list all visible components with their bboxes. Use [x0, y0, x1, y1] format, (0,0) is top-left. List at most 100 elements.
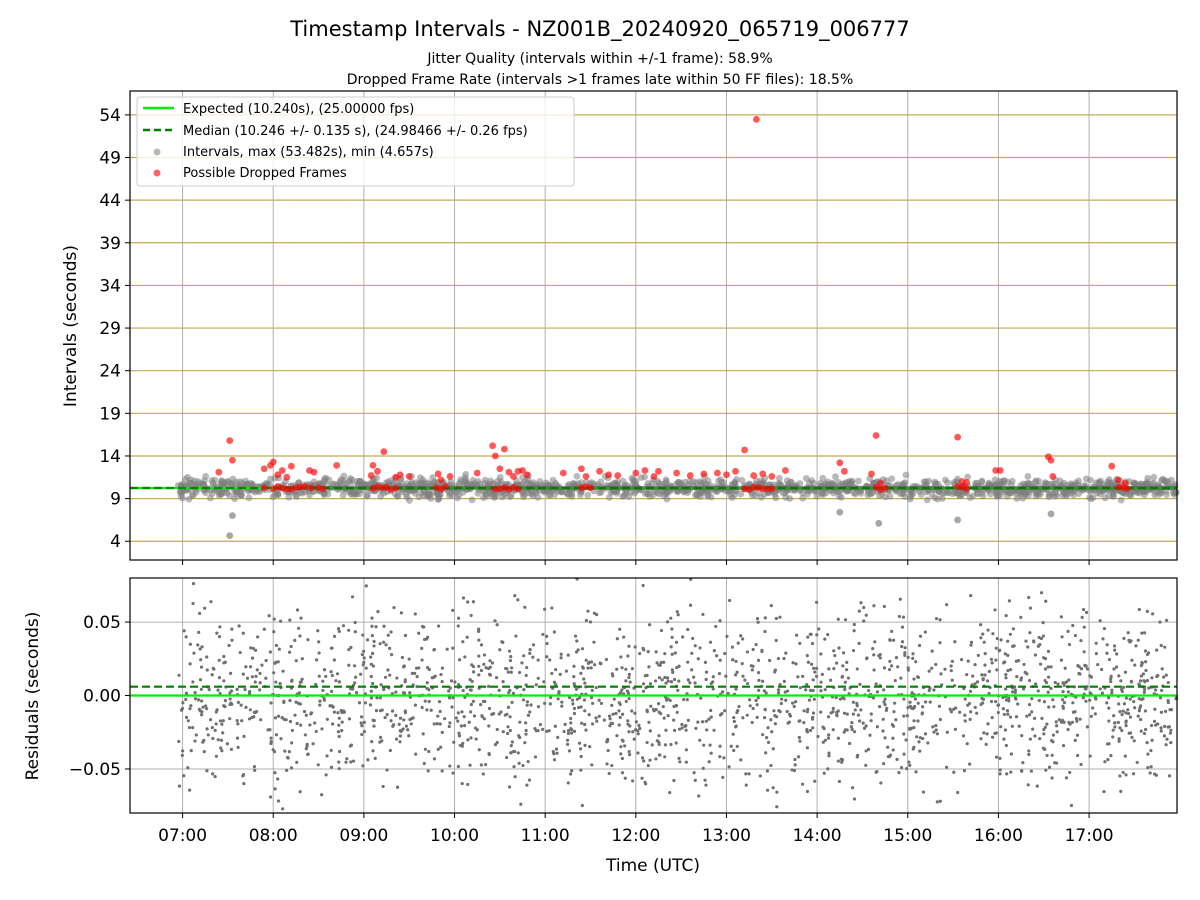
interval-point	[619, 477, 627, 485]
residual-point	[711, 675, 715, 679]
residual-point	[852, 622, 856, 627]
residual-point	[971, 674, 975, 678]
residual-point	[252, 764, 257, 769]
residual-point	[1047, 705, 1051, 709]
residual-point	[851, 648, 856, 653]
interval-point	[206, 494, 214, 502]
residual-point	[583, 709, 587, 713]
residual-point	[703, 660, 708, 664]
residual-point	[831, 728, 835, 732]
residual-point	[1105, 742, 1110, 746]
residual-point	[1130, 735, 1134, 739]
top-plot-frame	[129, 90, 1178, 561]
residual-point	[386, 668, 390, 672]
residual-point	[507, 785, 512, 789]
residual-point	[340, 720, 344, 724]
residual-point	[1079, 667, 1084, 671]
interval-point	[1105, 476, 1113, 483]
residual-point	[1005, 772, 1009, 776]
residual-point	[1045, 753, 1049, 758]
residual-point	[432, 722, 436, 726]
residual-point	[693, 644, 697, 648]
residual-point	[242, 781, 246, 786]
residual-point	[1024, 639, 1028, 643]
residual-point	[801, 674, 805, 678]
residual-point	[179, 708, 184, 712]
residual-point	[1130, 658, 1134, 662]
residual-point	[577, 741, 582, 745]
residual-point	[1079, 639, 1083, 643]
residual-point	[541, 727, 545, 731]
residual-point	[882, 666, 887, 670]
dropped-frame-point	[510, 473, 517, 480]
residual-point	[451, 696, 455, 700]
residual-point	[628, 724, 632, 728]
interval-point	[934, 495, 942, 503]
residual-point	[353, 630, 357, 634]
residual-point	[607, 714, 612, 718]
interval-point	[446, 489, 454, 497]
residual-point	[1107, 706, 1111, 710]
residual-point	[299, 723, 303, 727]
residual-point	[427, 749, 431, 754]
residual-point	[627, 730, 631, 734]
residual-point	[784, 698, 788, 702]
residual-point	[462, 715, 466, 719]
residual-point	[842, 697, 846, 701]
residual-point	[458, 658, 462, 662]
y-tick-label: 24	[99, 362, 121, 382]
residual-point	[588, 620, 593, 624]
residual-point	[264, 676, 268, 680]
residual-point	[572, 729, 577, 733]
residual-point	[659, 660, 663, 665]
residual-point	[1016, 702, 1020, 706]
residual-point	[505, 755, 509, 760]
residual-point	[250, 715, 254, 720]
residual-point	[281, 807, 285, 811]
residual-point	[1004, 743, 1008, 748]
residual-point	[908, 700, 912, 704]
residual-point	[572, 706, 577, 711]
residual-point	[269, 701, 273, 705]
residual-point	[1117, 737, 1121, 741]
residual-point	[438, 722, 442, 726]
residual-point	[906, 655, 910, 659]
residual-point	[991, 735, 995, 739]
residual-point	[708, 743, 712, 747]
residual-point	[802, 709, 806, 713]
dropped-frame-point	[714, 469, 721, 477]
residual-point	[543, 607, 547, 611]
residual-point	[258, 681, 262, 685]
residual-point	[273, 787, 277, 791]
residual-point	[1030, 697, 1034, 701]
residual-point	[903, 646, 907, 650]
residual-point	[906, 666, 910, 670]
residual-point	[718, 619, 722, 623]
residual-point	[758, 774, 762, 778]
residual-point	[1015, 674, 1019, 679]
residual-point	[359, 715, 364, 719]
dropped-frame-point	[496, 465, 504, 473]
residual-point	[821, 725, 825, 729]
residual-point	[952, 707, 956, 711]
residual-point	[1001, 707, 1005, 711]
interval-point	[412, 479, 420, 487]
residual-point	[1061, 690, 1065, 694]
residual-point	[791, 661, 795, 665]
interval-point	[869, 489, 877, 497]
residual-point	[645, 710, 649, 714]
residual-point	[704, 783, 708, 787]
residual-point	[228, 671, 233, 676]
residual-point	[891, 748, 895, 752]
residual-point	[883, 702, 887, 707]
residual-point	[785, 709, 789, 714]
residual-point	[944, 765, 949, 769]
residual-point	[744, 772, 748, 776]
residual-point	[551, 750, 555, 754]
residual-point	[980, 696, 984, 700]
residual-point	[199, 687, 203, 691]
residual-point	[481, 772, 485, 776]
residual-point	[843, 618, 848, 622]
residual-point	[677, 727, 682, 731]
residual-point	[1139, 663, 1143, 668]
